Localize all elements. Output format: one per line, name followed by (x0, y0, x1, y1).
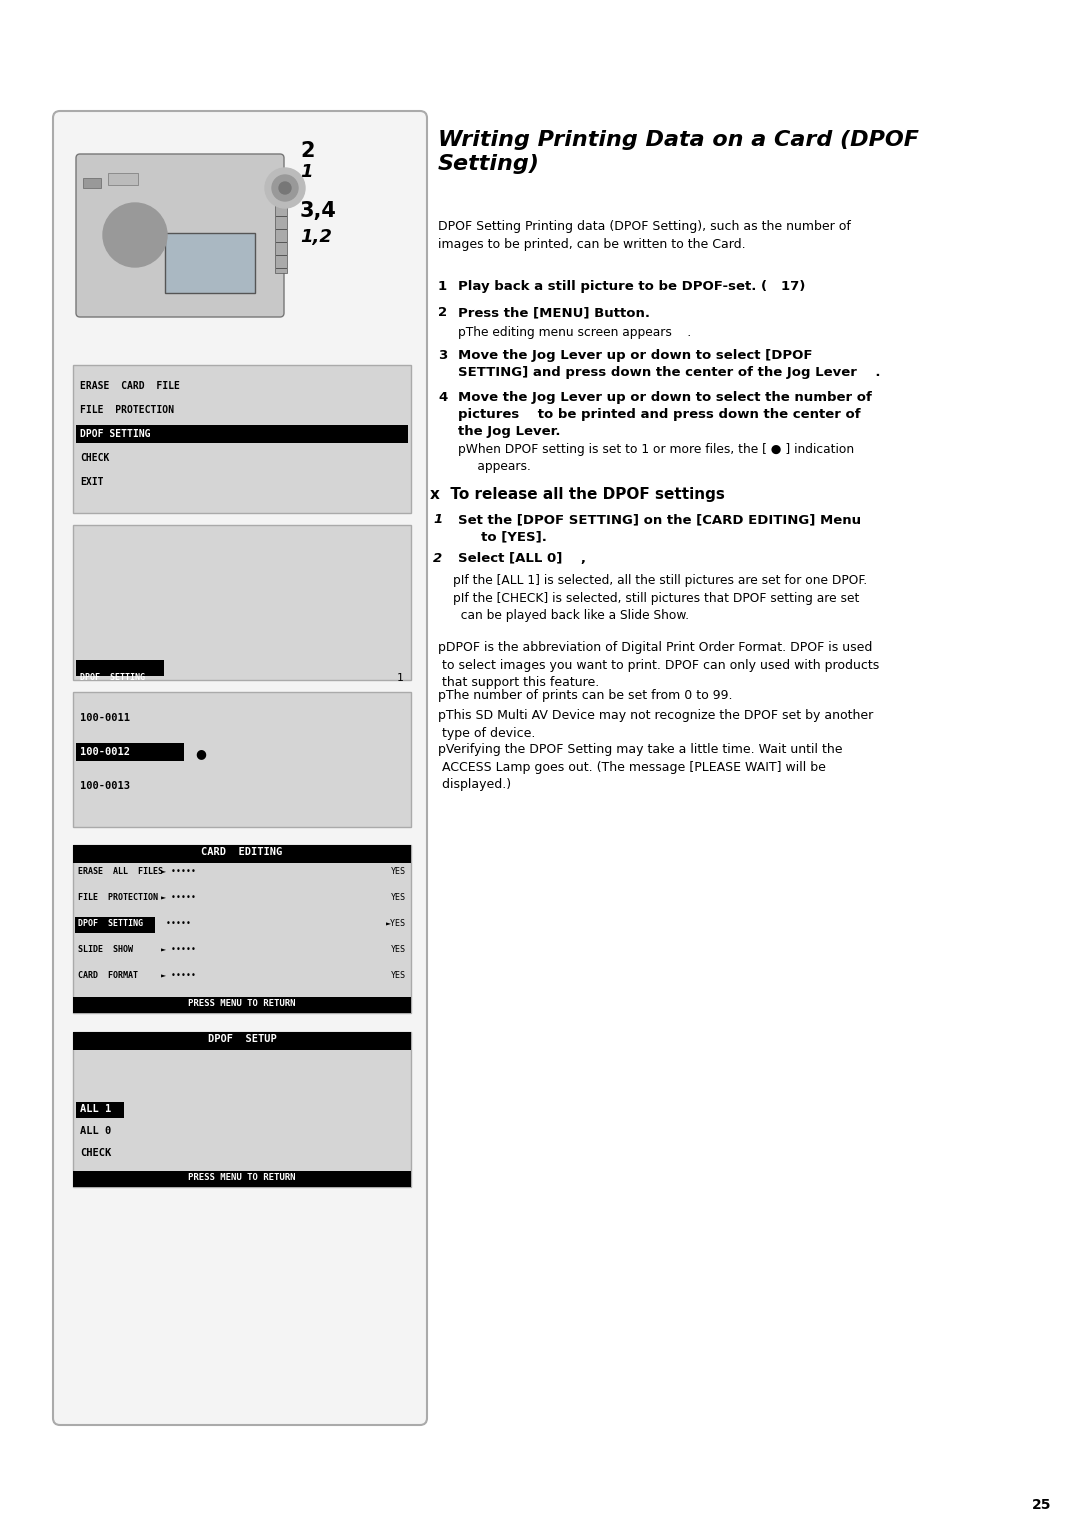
Text: pDPOF is the abbreviation of Digital Print Order Format. DPOF is used
 to select: pDPOF is the abbreviation of Digital Pri… (438, 642, 879, 689)
Text: pIf the [CHECK] is selected, still pictures that DPOF setting are set
  can be p: pIf the [CHECK] is selected, still pictu… (453, 591, 860, 622)
Text: ► •••••: ► ••••• (161, 892, 195, 902)
Text: EXIT: EXIT (80, 477, 104, 487)
Text: Writing Printing Data on a Card (DPOF
Setting): Writing Printing Data on a Card (DPOF Se… (438, 130, 919, 174)
Text: CHECK: CHECK (80, 452, 109, 463)
Text: YES: YES (391, 892, 406, 902)
Text: DPOF  SETUP: DPOF SETUP (207, 1034, 276, 1044)
Text: 1: 1 (396, 672, 403, 683)
FancyBboxPatch shape (76, 154, 284, 316)
Text: pThis SD Multi AV Device may not recognize the DPOF set by another
 type of devi: pThis SD Multi AV Device may not recogni… (438, 709, 874, 740)
Text: Set the [DPOF SETTING] on the [CARD EDITING] Menu
     to [YES].: Set the [DPOF SETTING] on the [CARD EDIT… (458, 513, 861, 542)
Text: •••••: ••••• (161, 918, 191, 927)
Text: Select [ALL 0]    ,: Select [ALL 0] , (458, 552, 586, 565)
Bar (73, 365, 411, 513)
Circle shape (103, 203, 167, 267)
Text: CHECK: CHECK (80, 1148, 111, 1158)
Circle shape (111, 211, 159, 260)
Text: CARD  FORMAT: CARD FORMAT (78, 970, 138, 979)
Text: pWhen DPOF setting is set to 1 or more files, the [ ● ] indication
     appears.: pWhen DPOF setting is set to 1 or more f… (458, 443, 854, 474)
Text: pThe number of prints can be set from 0 to 99.: pThe number of prints can be set from 0 … (438, 689, 732, 701)
Bar (73, 692, 411, 827)
Bar (165, 232, 255, 293)
FancyBboxPatch shape (53, 112, 427, 1426)
Text: DPOF SETTING: DPOF SETTING (80, 429, 150, 439)
Circle shape (127, 228, 143, 243)
Text: Move the Jog Lever up or down to select [DPOF
SETTING] and press down the center: Move the Jog Lever up or down to select … (458, 348, 880, 379)
Text: PRESS MENU TO RETURN: PRESS MENU TO RETURN (188, 1174, 296, 1183)
Circle shape (119, 219, 151, 251)
Text: YES: YES (391, 944, 406, 953)
Text: 2: 2 (438, 306, 447, 319)
Text: YES: YES (391, 970, 406, 979)
Text: pVerifying the DPOF Setting may take a little time. Wait until the
 ACCESS Lamp : pVerifying the DPOF Setting may take a l… (438, 743, 842, 792)
Text: ERASE  CARD  FILE: ERASE CARD FILE (80, 380, 180, 391)
Bar (73, 996, 411, 1013)
Text: 100-0012: 100-0012 (80, 747, 130, 756)
Text: ► •••••: ► ••••• (161, 944, 195, 953)
Text: FILE  PROTECTION: FILE PROTECTION (78, 892, 158, 902)
Text: PRESS MENU TO RETURN: PRESS MENU TO RETURN (188, 999, 296, 1008)
Text: Move the Jog Lever up or down to select the number of
pictures    to be printed : Move the Jog Lever up or down to select … (458, 391, 872, 439)
Text: pThe editing menu screen appears    .: pThe editing menu screen appears . (458, 325, 691, 339)
Text: Press the [MENU] Button.: Press the [MENU] Button. (458, 306, 650, 319)
Text: DPOF  SETTING: DPOF SETTING (78, 918, 143, 927)
Text: Play back a still picture to be DPOF-set. (   17): Play back a still picture to be DPOF-set… (458, 280, 806, 293)
Text: FILE  PROTECTION: FILE PROTECTION (80, 405, 174, 416)
Circle shape (279, 182, 291, 194)
Text: 100-0011: 100-0011 (80, 714, 130, 723)
Bar (275, 203, 287, 274)
Text: pIf the [ALL 1] is selected, all the still pictures are set for one DPOF.: pIf the [ALL 1] is selected, all the sti… (453, 575, 867, 587)
Circle shape (272, 176, 298, 202)
Text: ► •••••: ► ••••• (161, 866, 195, 876)
Text: ► •••••: ► ••••• (161, 970, 195, 979)
Text: YES: YES (391, 866, 406, 876)
Text: 1: 1 (433, 513, 442, 526)
Text: DPOF  SETTING: DPOF SETTING (80, 672, 145, 681)
Text: ERASE  ALL  FILES: ERASE ALL FILES (78, 866, 163, 876)
Text: DPOF Setting Printing data (DPOF Setting), such as the number of
images to be pr: DPOF Setting Printing data (DPOF Setting… (438, 220, 851, 251)
Bar (76, 1102, 124, 1118)
Text: 3,4: 3,4 (300, 202, 337, 222)
Bar (73, 1170, 411, 1187)
Bar (73, 1031, 411, 1050)
Text: 3: 3 (438, 348, 447, 362)
Text: ►YES: ►YES (386, 918, 406, 927)
Text: ALL 0: ALL 0 (80, 1126, 111, 1135)
Bar (75, 917, 156, 934)
Bar (76, 425, 408, 443)
Bar (83, 177, 102, 188)
Text: SLIDE  SHOW: SLIDE SHOW (78, 944, 133, 953)
Text: ●: ● (195, 747, 206, 759)
Text: 2: 2 (300, 141, 314, 160)
Bar (76, 743, 184, 761)
Text: 100-0013: 100-0013 (80, 781, 130, 792)
Bar (73, 526, 411, 680)
Circle shape (265, 168, 305, 208)
Bar (76, 660, 164, 675)
Text: 2: 2 (433, 552, 442, 565)
Bar (73, 1031, 411, 1187)
Bar (73, 845, 411, 863)
Text: 1: 1 (438, 280, 447, 293)
Text: 4: 4 (438, 391, 447, 403)
Text: 25: 25 (1032, 1497, 1052, 1513)
Text: 1: 1 (300, 163, 312, 180)
Text: x  To release all the DPOF settings: x To release all the DPOF settings (430, 487, 725, 503)
Text: ALL 1: ALL 1 (80, 1105, 111, 1114)
Text: CARD  EDITING: CARD EDITING (201, 847, 283, 857)
Text: 1,2: 1,2 (300, 228, 332, 246)
Bar (108, 173, 138, 185)
Bar (73, 845, 411, 1013)
